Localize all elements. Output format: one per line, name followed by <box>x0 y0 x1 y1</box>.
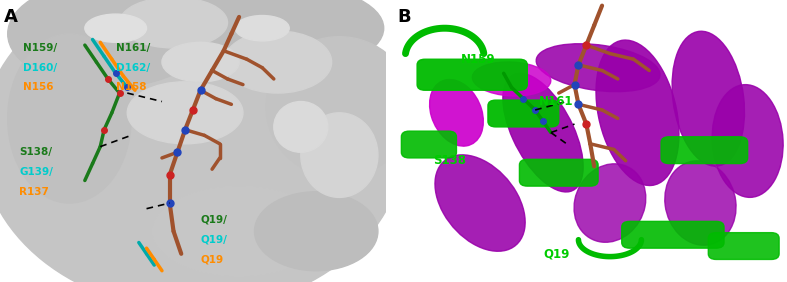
Ellipse shape <box>574 164 646 242</box>
Ellipse shape <box>266 37 412 178</box>
Ellipse shape <box>162 42 239 82</box>
Text: Q19: Q19 <box>201 254 224 265</box>
Text: N159: N159 <box>460 53 495 66</box>
Text: R137: R137 <box>19 187 49 197</box>
Ellipse shape <box>435 155 525 251</box>
Text: N158: N158 <box>116 82 146 92</box>
Text: A: A <box>4 8 18 27</box>
Text: S138/: S138/ <box>19 147 52 157</box>
Text: N161: N161 <box>539 95 574 108</box>
Ellipse shape <box>8 34 131 203</box>
Ellipse shape <box>672 31 745 166</box>
Ellipse shape <box>224 31 331 93</box>
Ellipse shape <box>301 113 378 197</box>
Ellipse shape <box>120 0 227 48</box>
Ellipse shape <box>472 62 551 96</box>
FancyBboxPatch shape <box>519 159 598 186</box>
FancyBboxPatch shape <box>708 233 779 259</box>
Ellipse shape <box>0 0 405 282</box>
Text: Q19: Q19 <box>543 247 570 260</box>
Ellipse shape <box>665 161 736 245</box>
Ellipse shape <box>85 14 146 42</box>
Ellipse shape <box>274 102 328 152</box>
Text: B: B <box>397 8 411 27</box>
Text: N159/: N159/ <box>23 43 57 53</box>
FancyBboxPatch shape <box>401 131 456 158</box>
Ellipse shape <box>153 186 326 276</box>
Text: Q19/: Q19/ <box>201 235 227 245</box>
Text: N161/: N161/ <box>116 43 150 53</box>
Ellipse shape <box>8 0 209 87</box>
Ellipse shape <box>172 0 384 73</box>
Ellipse shape <box>712 85 783 197</box>
Ellipse shape <box>596 40 679 186</box>
Text: Q19/: Q19/ <box>201 215 227 225</box>
FancyBboxPatch shape <box>661 137 748 164</box>
FancyBboxPatch shape <box>417 59 527 90</box>
Text: D162/: D162/ <box>116 63 150 73</box>
Text: D160/: D160/ <box>23 63 57 73</box>
Ellipse shape <box>503 73 583 192</box>
Ellipse shape <box>430 80 483 146</box>
Ellipse shape <box>235 16 290 41</box>
Ellipse shape <box>254 192 378 271</box>
Text: S138: S138 <box>433 154 466 167</box>
Ellipse shape <box>536 44 660 92</box>
Text: N156: N156 <box>23 82 54 92</box>
FancyBboxPatch shape <box>488 100 559 127</box>
Ellipse shape <box>127 82 243 144</box>
Text: G139/: G139/ <box>19 167 54 177</box>
FancyBboxPatch shape <box>622 221 724 248</box>
